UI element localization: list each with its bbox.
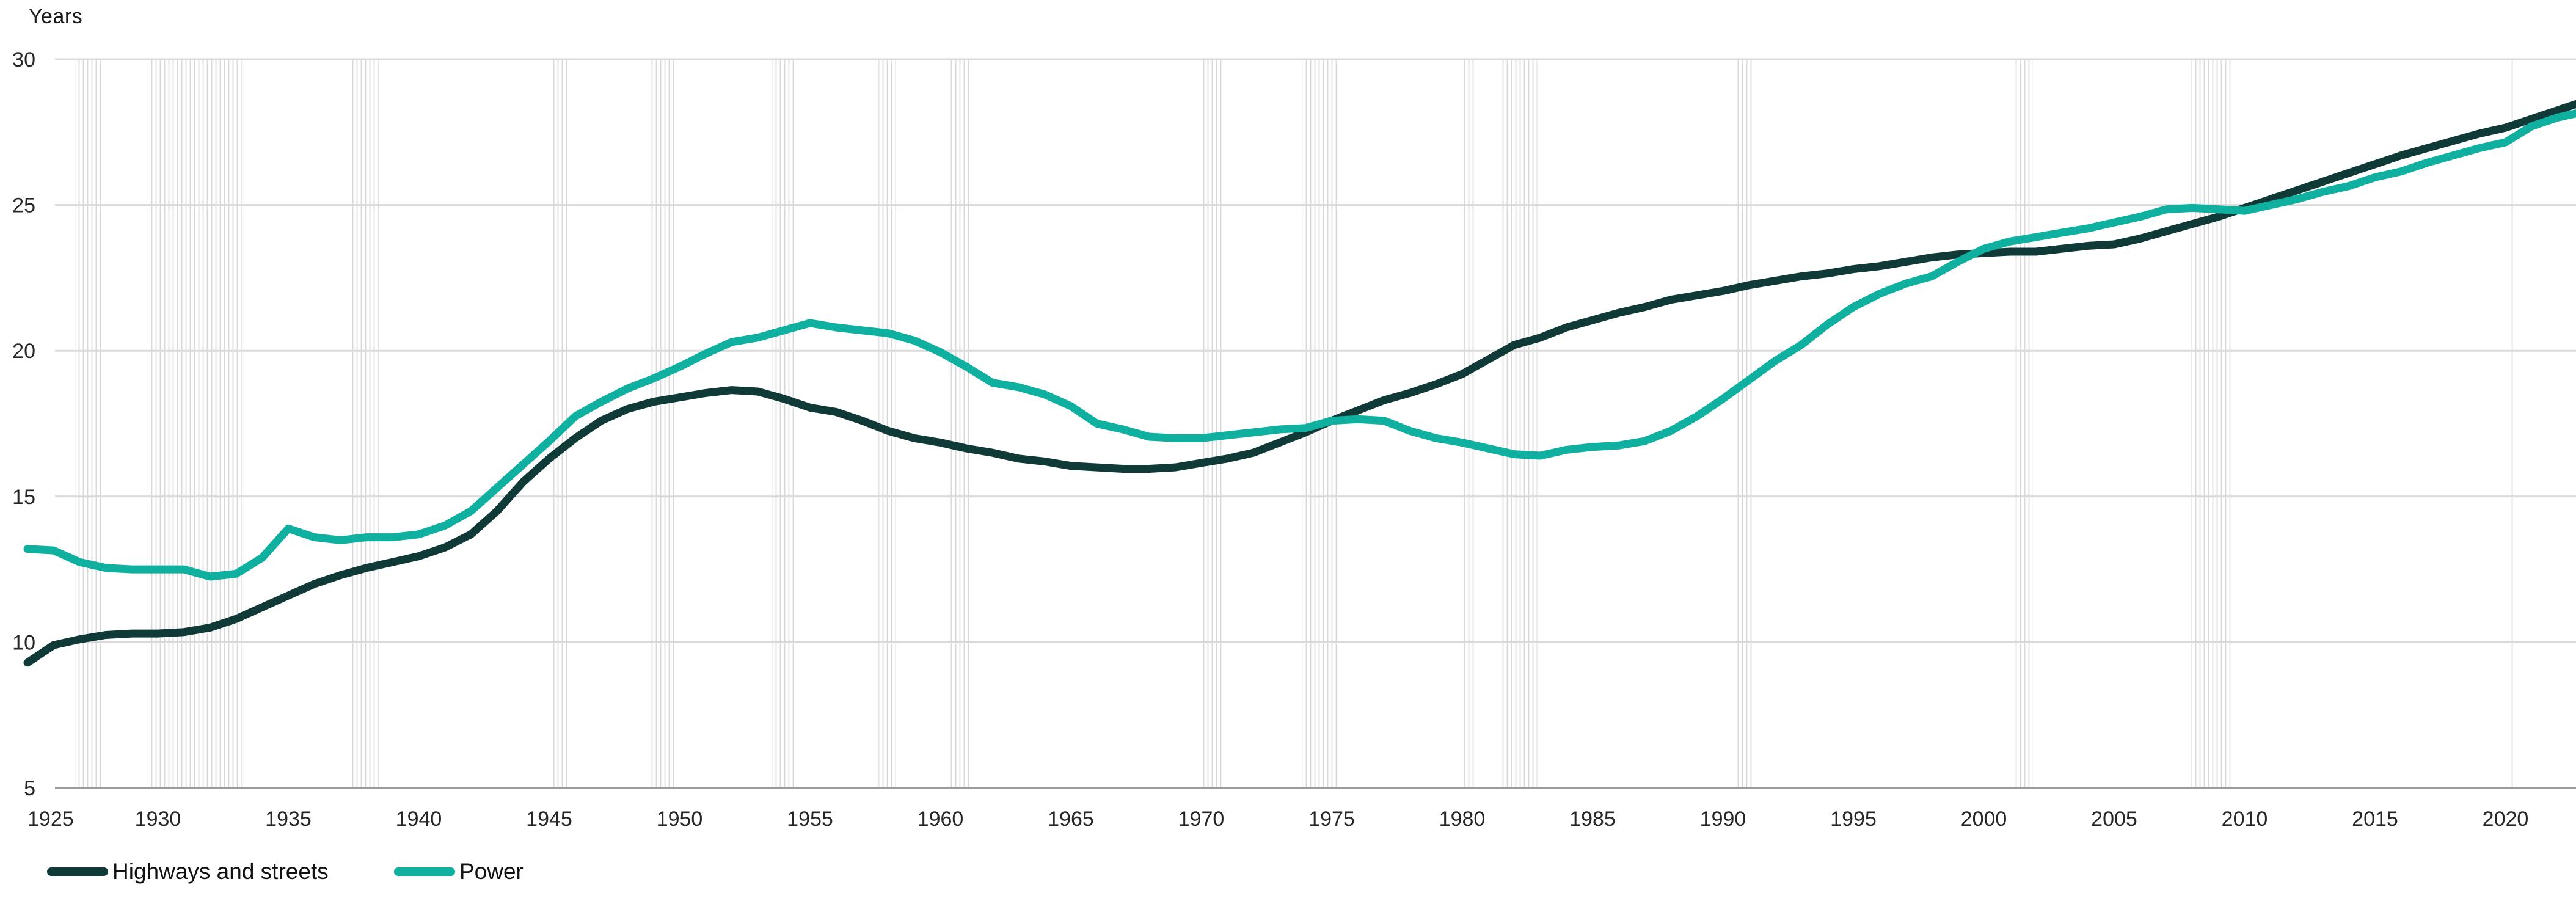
y-tick-label: 30 [12,48,35,71]
x-tick-label: 1935 [265,808,312,831]
recession-band [350,59,379,788]
recession-band [947,59,970,788]
x-tick-label: 1990 [1700,808,1746,831]
recession-band [650,59,674,788]
x-tick-label: 2015 [2352,808,2398,831]
legend-label-power: Power [459,859,524,884]
x-tick-label: 1970 [1178,808,1225,831]
x-tick-label: 1960 [918,808,964,831]
series-line-power [23,109,2576,581]
recession-band [2509,59,2514,788]
recession-band [878,59,896,788]
x-tick-label: 2010 [2222,808,2268,831]
recession-band [772,59,794,788]
y-tick-label: 25 [12,194,35,217]
x-tick-label: 1965 [1048,808,1094,831]
recession-band [1463,59,1476,788]
y-tick-label: 10 [12,631,35,654]
y-tick-label: 15 [12,486,35,509]
x-tick-label: 1975 [1308,808,1355,831]
x-tick-label: 2005 [2091,808,2137,831]
x-tick-label: 1955 [787,808,833,831]
x-tick-label: 1945 [526,808,572,831]
x-tick-label: 1995 [1830,808,1877,831]
x-tick-label: 1930 [135,808,181,831]
x-tick-label: 2020 [2483,808,2529,831]
y-axis-title: Years [29,5,83,28]
recession-band [2191,59,2231,788]
x-tick-label: 1940 [396,808,442,831]
x-tick-label: 2000 [1961,808,2007,831]
series-line-highways-and-streets [23,100,2576,667]
recession-band [2015,59,2033,788]
x-tick-label: 1925 [27,808,74,831]
x-tick-label: 1985 [1569,808,1616,831]
legend-swatch-power [394,867,455,876]
recession-band [148,59,242,788]
legend-item-highways: Highways and streets [47,857,329,886]
legend-swatch-highways [47,867,108,876]
legend-item-power: Power [394,857,524,886]
recession-band [75,59,104,788]
recession-band [1737,59,1755,788]
y-tick-label: 20 [12,340,35,363]
x-tick-label: 1980 [1439,808,1486,831]
legend-label-highways: Highways and streets [112,859,329,884]
legend: Highways and streets Power [0,857,2576,886]
x-tick-label: 1950 [657,808,703,831]
y-tick-label: 5 [24,777,35,800]
recession-band [1200,59,1225,788]
recession-band [1502,59,1538,788]
